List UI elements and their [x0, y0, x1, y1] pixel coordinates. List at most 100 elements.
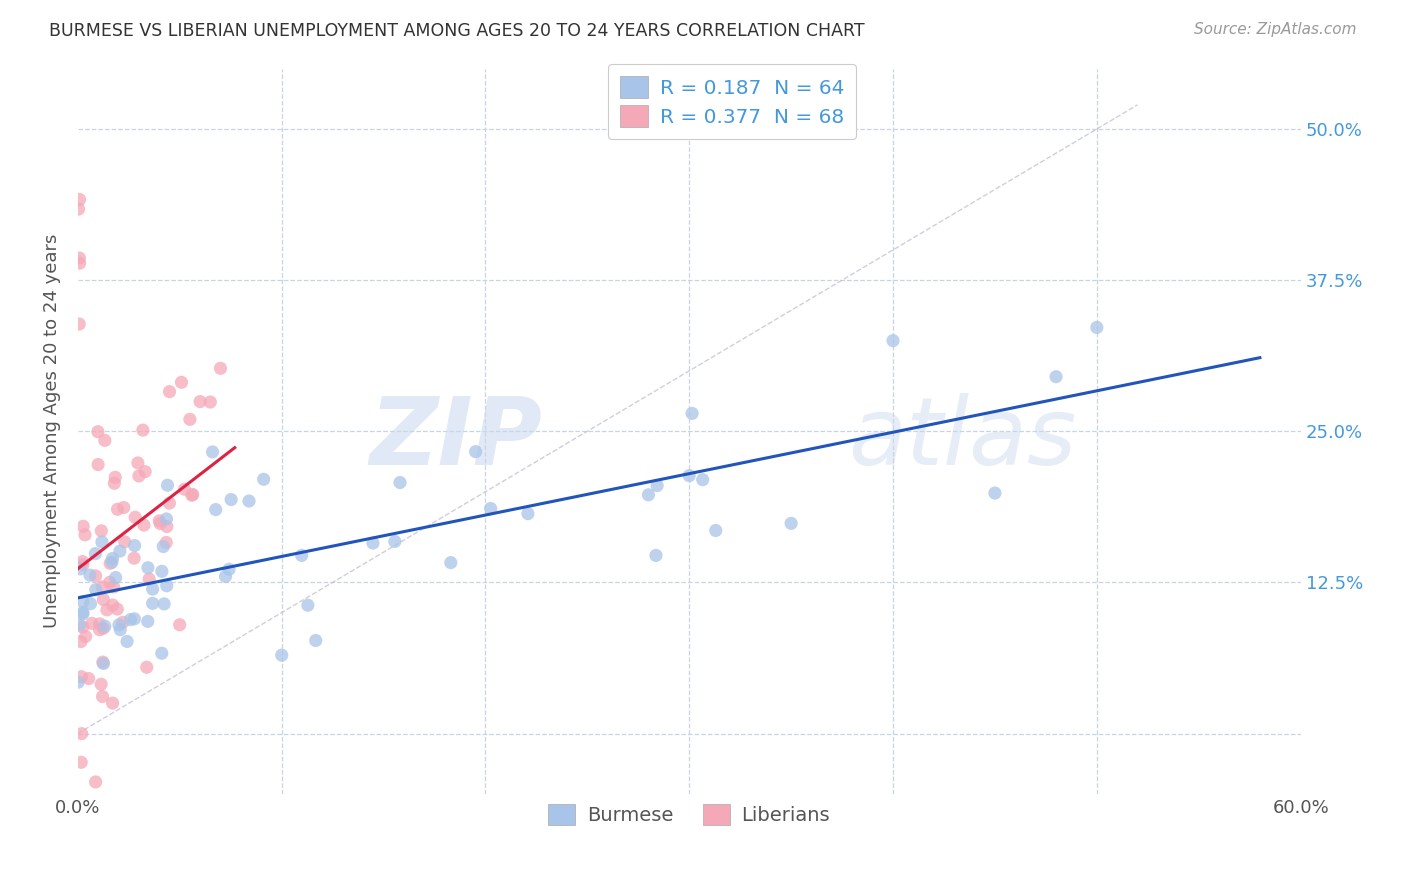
- Point: [84, 775, 107, 789]
- Point: [84, 569, 107, 583]
- Point: [101, 696, 124, 710]
- Point: [77, 672, 100, 686]
- Point: [173, 482, 195, 496]
- Point: [170, 376, 193, 390]
- Point: [305, 633, 328, 648]
- Point: [180, 488, 202, 502]
- Point: [93, 657, 115, 671]
- Point: [150, 565, 173, 579]
- Point: [291, 549, 314, 563]
- Point: [152, 540, 174, 554]
- Point: [181, 487, 204, 501]
- Point: [72, 605, 94, 619]
- Point: [218, 562, 240, 576]
- Point: [134, 465, 156, 479]
- Point: [155, 535, 177, 549]
- Point: [94, 434, 117, 448]
- Point: [98, 575, 121, 590]
- Point: [98, 557, 121, 571]
- Point: [87, 425, 110, 439]
- Point: [136, 560, 159, 574]
- Point: [89, 623, 111, 637]
- Point: [692, 473, 714, 487]
- Point: [94, 619, 117, 633]
- Point: [67, 202, 90, 216]
- Point: [79, 597, 101, 611]
- Point: [72, 558, 94, 572]
- Point: [101, 598, 124, 612]
- Point: [464, 444, 486, 458]
- Point: [122, 551, 145, 566]
- Point: [516, 507, 538, 521]
- Point: [253, 472, 276, 486]
- Point: [103, 476, 125, 491]
- Point: [87, 458, 110, 472]
- Point: [105, 602, 128, 616]
- Point: [115, 634, 138, 648]
- Point: [70, 634, 93, 648]
- Point: [645, 478, 668, 492]
- Point: [72, 594, 94, 608]
- Point: [214, 569, 236, 583]
- Point: [67, 618, 90, 632]
- Point: [157, 496, 180, 510]
- Point: [67, 675, 90, 690]
- Point: [136, 615, 159, 629]
- Point: [107, 502, 129, 516]
- Point: [479, 501, 502, 516]
- Point: [104, 470, 127, 484]
- Point: [84, 582, 107, 597]
- Point: [90, 677, 112, 691]
- Point: [72, 555, 94, 569]
- Point: [84, 547, 107, 561]
- Point: [72, 519, 94, 533]
- Point: [132, 518, 155, 533]
- Point: [72, 620, 94, 634]
- Point: [169, 617, 191, 632]
- Point: [142, 582, 165, 596]
- Point: [124, 510, 146, 524]
- Text: BURMESE VS LIBERIAN UNEMPLOYMENT AMONG AGES 20 TO 24 YEARS CORRELATION CHART: BURMESE VS LIBERIAN UNEMPLOYMENT AMONG A…: [49, 22, 865, 40]
- Point: [150, 646, 173, 660]
- Point: [384, 534, 406, 549]
- Point: [79, 568, 101, 582]
- Point: [156, 478, 179, 492]
- Point: [159, 384, 181, 399]
- Legend: Burmese, Liberians: Burmese, Liberians: [538, 795, 839, 835]
- Point: [101, 551, 124, 566]
- Point: [124, 539, 146, 553]
- Point: [80, 616, 103, 631]
- Point: [110, 623, 132, 637]
- Point: [103, 580, 125, 594]
- Point: [361, 536, 384, 550]
- Point: [132, 423, 155, 437]
- Point: [882, 334, 904, 348]
- Point: [148, 514, 170, 528]
- Point: [67, 251, 90, 265]
- Point: [124, 612, 146, 626]
- Point: [188, 394, 211, 409]
- Text: atlas: atlas: [848, 393, 1077, 484]
- Point: [389, 475, 412, 490]
- Point: [1085, 320, 1108, 334]
- Point: [645, 549, 668, 563]
- Point: [75, 630, 97, 644]
- Point: [135, 660, 157, 674]
- Point: [637, 488, 659, 502]
- Point: [780, 516, 803, 531]
- Point: [108, 544, 131, 558]
- Point: [112, 500, 135, 515]
- Point: [70, 756, 93, 770]
- Point: [70, 670, 93, 684]
- Point: [91, 580, 114, 594]
- Point: [156, 579, 179, 593]
- Point: [114, 534, 136, 549]
- Point: [89, 616, 111, 631]
- Point: [91, 621, 114, 635]
- Point: [128, 469, 150, 483]
- Point: [72, 607, 94, 621]
- Point: [270, 648, 292, 662]
- Point: [91, 655, 114, 669]
- Point: [127, 456, 149, 470]
- Point: [96, 603, 118, 617]
